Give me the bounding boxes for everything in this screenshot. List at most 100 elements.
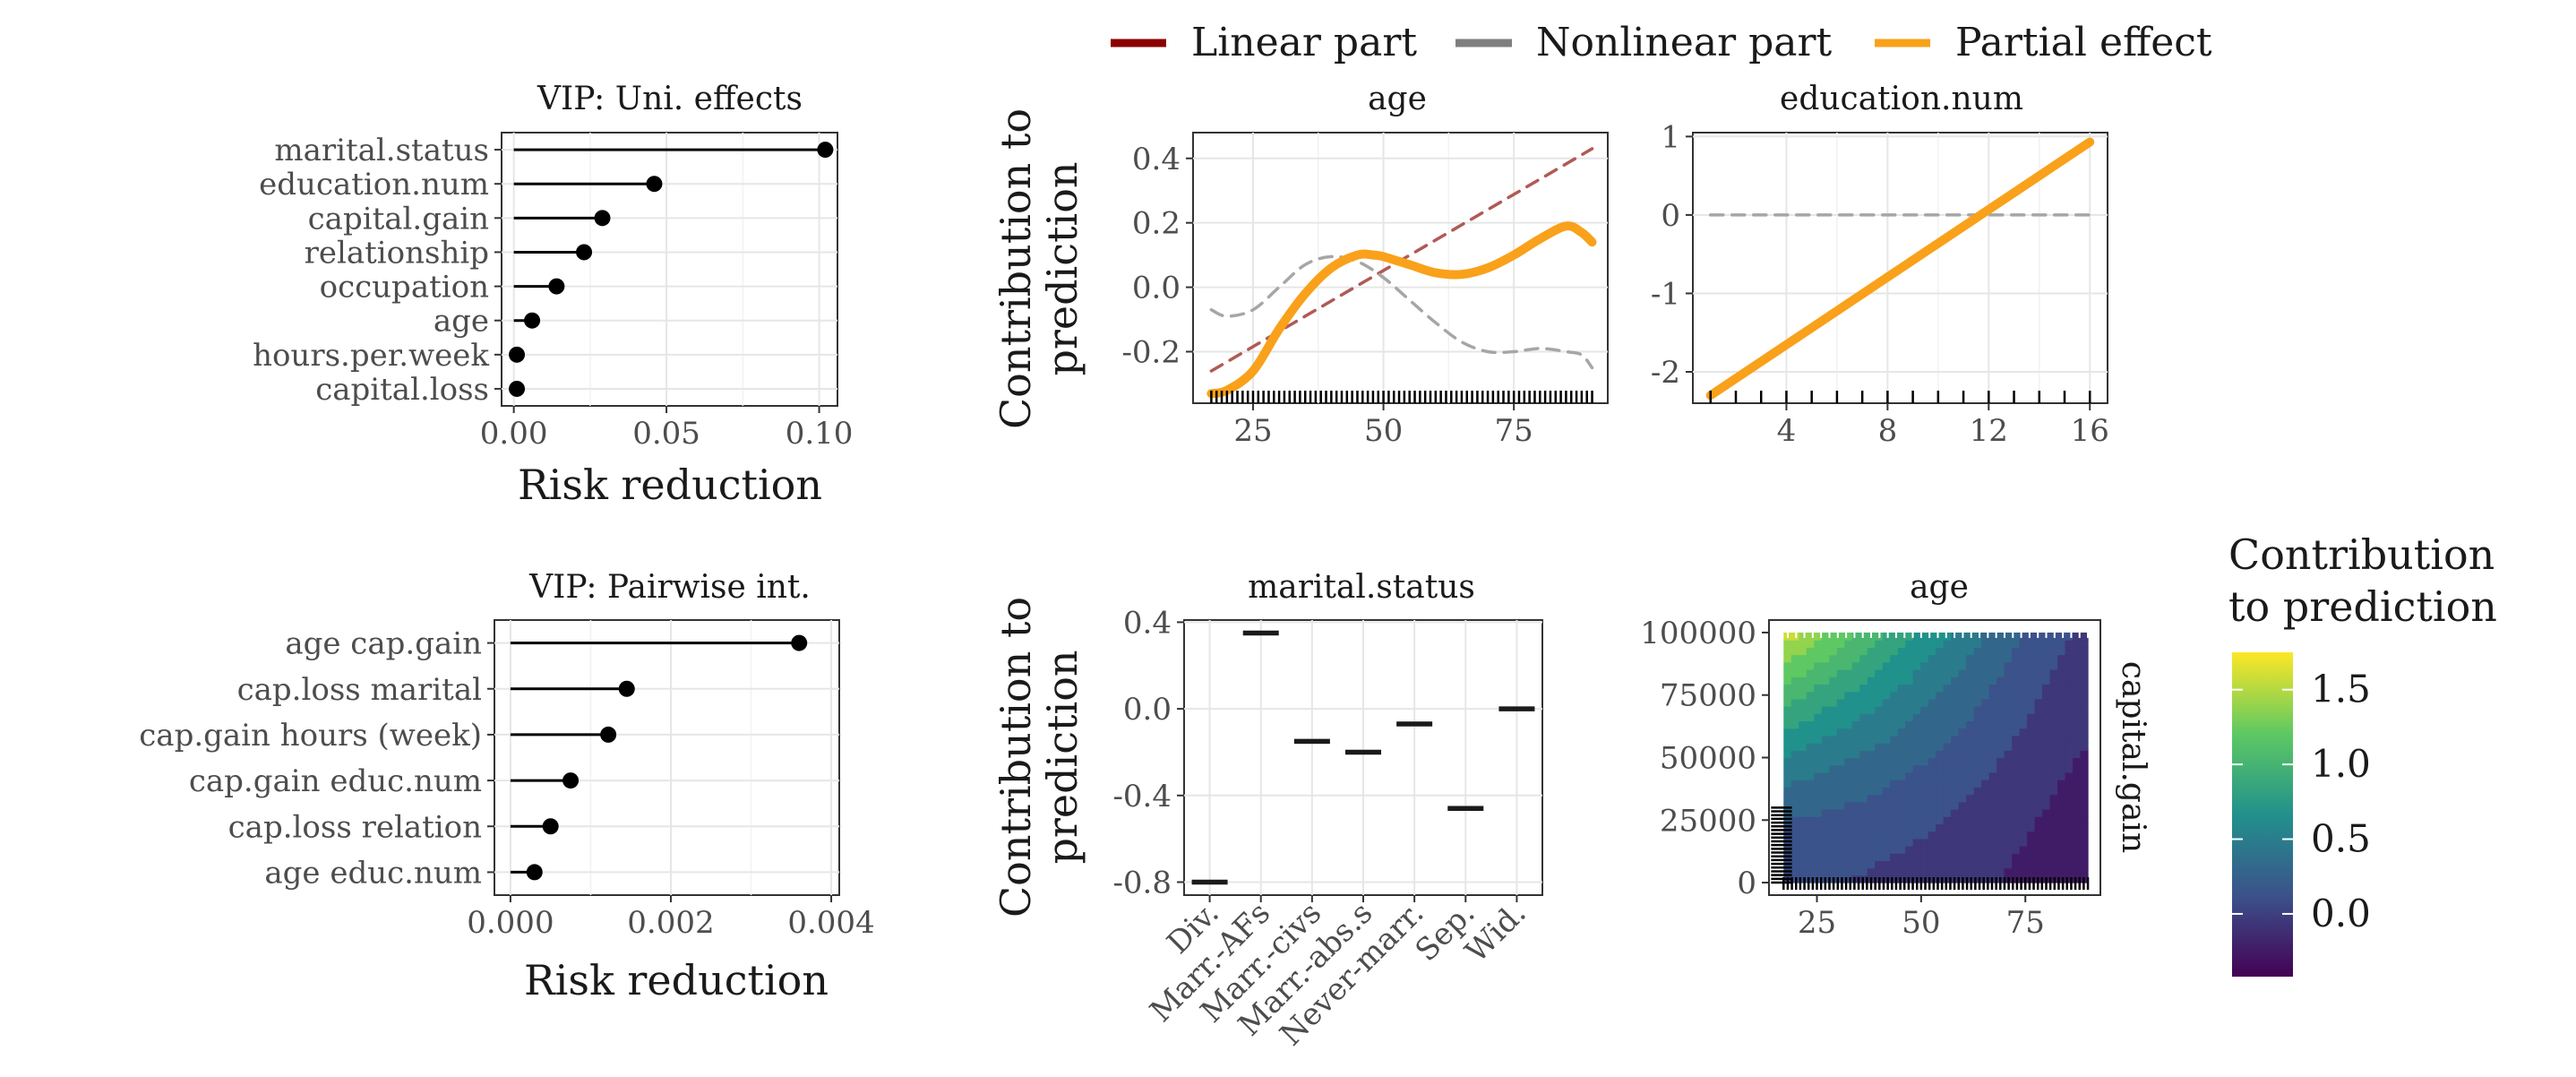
heatmap-cell bbox=[1814, 875, 1823, 883]
heatmap-cell bbox=[1859, 816, 1868, 824]
panel-marital-ylabel-line1: Contribution to bbox=[992, 597, 1040, 918]
heatmap-cell bbox=[1897, 846, 1906, 854]
heatmap-cell bbox=[1882, 816, 1891, 824]
heatmap-cell bbox=[1890, 750, 1899, 759]
heatmap-cell bbox=[1936, 640, 1945, 648]
heatmap-cell bbox=[2034, 647, 2043, 656]
heatmap-cell bbox=[1928, 846, 1936, 854]
heatmap-cell bbox=[1943, 860, 1952, 869]
heatmap-cell bbox=[1958, 780, 1967, 788]
heatmap-cell bbox=[1790, 794, 1799, 803]
heatmap-cell bbox=[1905, 698, 1914, 707]
heatmap-cell bbox=[1806, 698, 1815, 707]
heatmap-cell bbox=[1821, 750, 1830, 759]
heatmap-cell bbox=[1836, 684, 1845, 693]
heatmap-cell bbox=[2065, 728, 2074, 737]
heatmap-cell bbox=[1806, 794, 1815, 803]
heatmap-cell bbox=[1821, 684, 1830, 693]
heatmap-cell bbox=[2034, 735, 2043, 744]
heatmap-cell bbox=[1890, 640, 1899, 648]
heatmap-cell bbox=[1814, 684, 1823, 693]
heatmap-cell bbox=[2042, 860, 2051, 869]
heatmap-cell bbox=[1981, 853, 1990, 862]
heatmap-cell bbox=[1943, 661, 1952, 670]
heatmap-cell bbox=[1836, 867, 1845, 876]
heatmap-cell bbox=[1966, 661, 1975, 670]
heatmap-cell bbox=[1806, 691, 1815, 700]
heatmap-cell bbox=[1973, 743, 1982, 751]
heatmap-cell bbox=[1836, 632, 1845, 641]
heatmap-cell bbox=[1806, 867, 1815, 876]
heatmap-cell bbox=[1973, 816, 1982, 824]
heatmap-cell bbox=[1988, 735, 1997, 744]
heatmap-cell bbox=[2019, 846, 2028, 854]
heatmap-cell bbox=[1799, 838, 1807, 847]
heatmap-cell bbox=[1867, 676, 1876, 685]
heatmap-cell bbox=[2073, 647, 2082, 656]
heatmap-cell bbox=[1966, 764, 1975, 773]
heatmap-cell bbox=[2049, 735, 2058, 744]
heatmap-cell bbox=[1973, 867, 1982, 876]
heatmap-cell bbox=[2042, 743, 2051, 751]
heatmap-cell bbox=[1958, 867, 1967, 876]
heatmap-cell bbox=[1988, 780, 1997, 788]
heatmap-cell bbox=[1905, 787, 1914, 796]
heatmap-cell bbox=[1966, 780, 1975, 788]
heatmap-cell bbox=[1936, 706, 1945, 714]
heatmap-cell bbox=[1905, 632, 1914, 641]
heatmap-cell bbox=[1790, 816, 1799, 824]
heatmap-cell bbox=[2049, 684, 2058, 693]
heatmap-cell bbox=[1882, 743, 1891, 751]
heatmap-cell bbox=[1920, 735, 1929, 744]
heatmap-cell bbox=[1806, 771, 1815, 780]
heatmap-cell bbox=[1966, 684, 1975, 693]
heatmap-cell bbox=[2019, 676, 2028, 685]
heatmap-cell bbox=[1890, 794, 1899, 803]
heatmap-cell bbox=[1844, 794, 1853, 803]
heatmap-cell bbox=[2049, 780, 2058, 788]
x-tick-label: 75 bbox=[2006, 905, 2045, 941]
heatmap-cell bbox=[1897, 684, 1906, 693]
heatmap-cell bbox=[1814, 728, 1823, 737]
heatmap-cell bbox=[1928, 831, 1936, 840]
heatmap-cell bbox=[1936, 647, 1945, 656]
heatmap-cell bbox=[1844, 647, 1853, 656]
heatmap-cell bbox=[1814, 632, 1823, 641]
heatmap-cell bbox=[1829, 647, 1838, 656]
heatmap-cell bbox=[1936, 831, 1945, 840]
heatmap-cell bbox=[1905, 743, 1914, 751]
heatmap-cell bbox=[1806, 831, 1815, 840]
panel-age-grid bbox=[1193, 133, 1608, 403]
heatmap-cell bbox=[2073, 720, 2082, 729]
heatmap-cell bbox=[2080, 831, 2089, 840]
heatmap-cell bbox=[1814, 787, 1823, 796]
heatmap-cell bbox=[1928, 867, 1936, 876]
heatmap-cell bbox=[1973, 661, 1982, 670]
heatmap-cell bbox=[1981, 787, 1990, 796]
heatmap-cell bbox=[1890, 787, 1899, 796]
heatmap-cell bbox=[1836, 640, 1845, 648]
heatmap-cell bbox=[1897, 676, 1906, 685]
heatmap-cell bbox=[2065, 867, 2074, 876]
heatmap-cell bbox=[1905, 823, 1914, 832]
heatmap-cell bbox=[1836, 787, 1845, 796]
panel-vip-pair-marks bbox=[510, 634, 808, 881]
heatmap-cell bbox=[1875, 831, 1884, 840]
panel-heatmap-ylabel: capital.gain bbox=[2115, 661, 2151, 853]
heatmap-cell bbox=[1981, 654, 1990, 663]
heatmap-cell bbox=[2027, 728, 2036, 737]
heatmap-cell bbox=[2065, 838, 2074, 847]
heatmap-cell bbox=[2073, 867, 2082, 876]
heatmap-cell bbox=[1905, 750, 1914, 759]
x-tick-label: 0.002 bbox=[627, 905, 714, 941]
heatmap-cell bbox=[1996, 823, 2005, 832]
heatmap-cell bbox=[1836, 698, 1845, 707]
heatmap-cell bbox=[1981, 735, 1990, 744]
heatmap-cell bbox=[1928, 728, 1936, 737]
heatmap-cell bbox=[2065, 720, 2074, 729]
heatmap-cell bbox=[2080, 846, 2089, 854]
heatmap-cell bbox=[1958, 787, 1967, 796]
heatmap-cell bbox=[1988, 771, 1997, 780]
heatmap-cell bbox=[1882, 661, 1891, 670]
heatmap-cell bbox=[1912, 632, 1921, 641]
